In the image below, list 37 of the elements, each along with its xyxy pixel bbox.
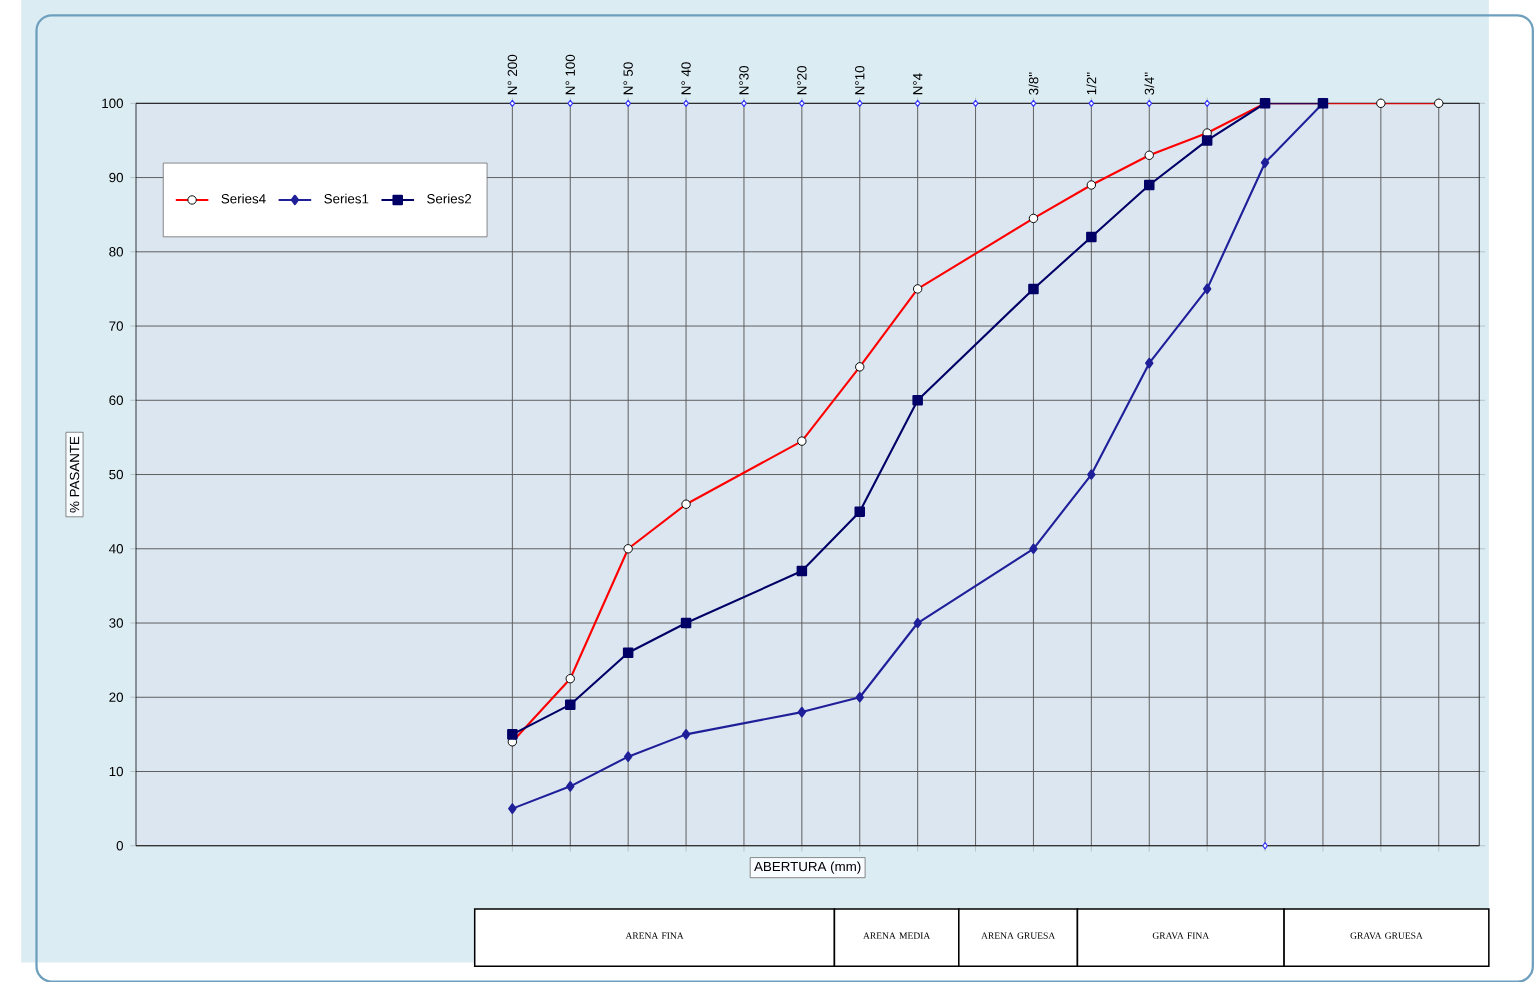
point <box>1028 283 1039 294</box>
point <box>1087 468 1096 480</box>
point <box>1146 99 1153 107</box>
point <box>567 99 574 107</box>
point <box>741 99 747 107</box>
point <box>913 617 922 628</box>
point <box>625 99 632 107</box>
point <box>1029 543 1038 554</box>
point <box>1143 179 1155 190</box>
point <box>508 802 517 814</box>
point <box>681 728 691 740</box>
point <box>1088 99 1095 107</box>
point <box>1086 231 1097 242</box>
point <box>854 506 866 517</box>
point <box>798 99 805 107</box>
point <box>1204 99 1211 107</box>
point <box>1030 99 1037 107</box>
point <box>914 99 921 107</box>
point <box>1260 157 1270 168</box>
point <box>680 617 692 628</box>
point <box>972 99 979 107</box>
point <box>796 565 808 576</box>
point <box>856 99 863 107</box>
point <box>507 728 518 740</box>
point <box>1202 283 1212 294</box>
point <box>912 394 923 406</box>
point <box>1201 134 1213 146</box>
point <box>1262 841 1268 849</box>
point <box>622 647 634 658</box>
point <box>855 691 864 703</box>
point <box>566 780 575 792</box>
point <box>565 699 576 710</box>
point <box>683 99 689 107</box>
point <box>509 99 516 107</box>
point <box>797 706 807 717</box>
point <box>623 751 633 762</box>
point <box>1145 357 1154 369</box>
